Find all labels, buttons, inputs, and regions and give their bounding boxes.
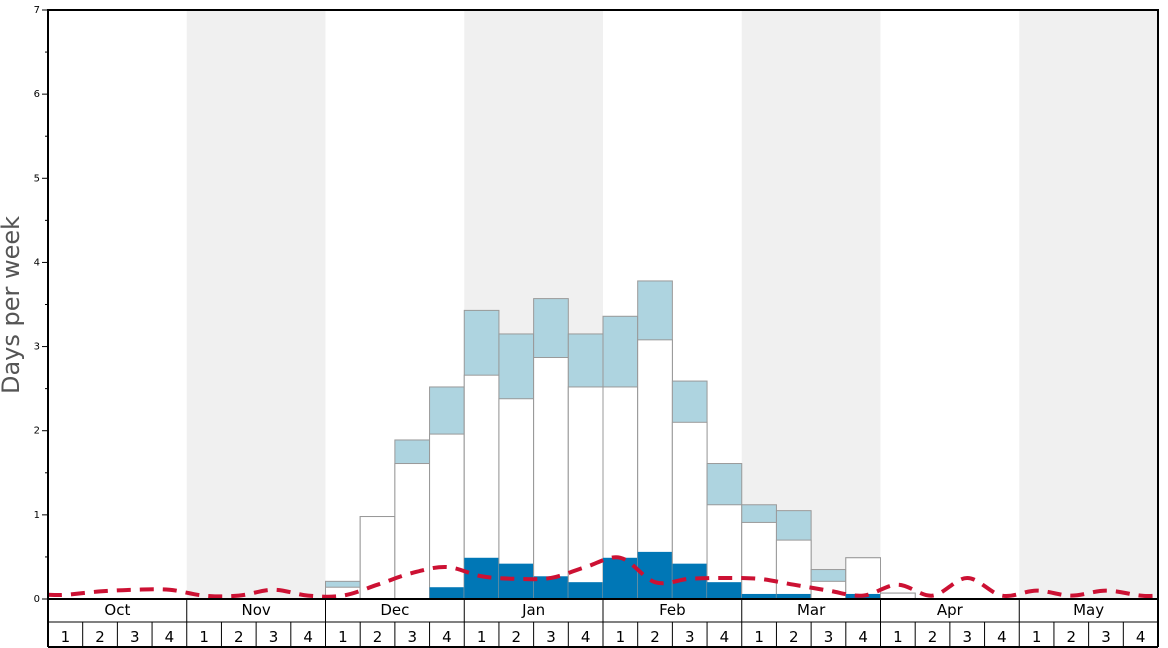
week-label: 4	[1136, 628, 1146, 646]
week-label: 4	[442, 628, 452, 646]
week-label: 4	[858, 628, 868, 646]
bar-lower	[464, 557, 499, 599]
week-label: 2	[928, 628, 938, 646]
week-label: 3	[546, 628, 556, 646]
week-label: 4	[165, 628, 175, 646]
week-label: 2	[789, 628, 799, 646]
bar-middle	[845, 557, 881, 600]
average-line	[47, 555, 1159, 599]
month-label: Nov	[241, 601, 270, 619]
week-label: 3	[130, 628, 140, 646]
week-label: 2	[512, 628, 522, 646]
week-label: 2	[1067, 628, 1077, 646]
y-tick-label: 3	[34, 342, 40, 353]
y-tick-label: 6	[34, 89, 40, 100]
average-dashed-line	[47, 555, 1159, 599]
week-label: 2	[373, 628, 383, 646]
week-label: 3	[962, 628, 972, 646]
week-label: 3	[685, 628, 695, 646]
week-label: 1	[61, 628, 71, 646]
bar-lower	[568, 582, 603, 599]
week-label: 1	[754, 628, 764, 646]
bar-middle	[775, 539, 812, 600]
week-label: 1	[338, 628, 348, 646]
week-label: 1	[199, 628, 209, 646]
week-label: 2	[234, 628, 244, 646]
y-tick-label: 4	[34, 257, 40, 268]
week-label: 4	[581, 628, 591, 646]
week-label: 2	[650, 628, 660, 646]
month-label: Jan	[521, 601, 545, 619]
week-label: 4	[997, 628, 1007, 646]
week-label: 1	[893, 628, 903, 646]
bar-lower	[429, 587, 465, 599]
y-tick-label: 0	[34, 594, 40, 605]
bar-lower	[776, 593, 812, 599]
week-label: 3	[269, 628, 279, 646]
y-tick-label: 7	[34, 5, 40, 16]
week-label: 3	[824, 628, 834, 646]
week-label: 3	[1101, 628, 1111, 646]
month-label: Dec	[380, 601, 409, 619]
week-label: 3	[407, 628, 417, 646]
month-label: Feb	[659, 601, 686, 619]
month-shade-band	[1019, 10, 1158, 599]
month-shade-band	[741, 10, 881, 599]
week-label: 2	[95, 628, 105, 646]
x-axis: Oct Nov Dec Jan Feb Mar Apr May 1 2 3 4 1 2 3 4 1 2 3 4 1 2 3 4…	[47, 599, 1159, 648]
bar-middle	[429, 433, 465, 600]
month-label: May	[1073, 601, 1104, 619]
bar-middle	[741, 521, 777, 600]
bar-middle	[567, 386, 604, 600]
month-label: Oct	[104, 601, 130, 619]
week-label: 1	[1032, 628, 1042, 646]
y-axis-label: Days per week	[0, 216, 25, 394]
y-tick-label: 5	[34, 173, 40, 184]
bar-lower	[603, 557, 638, 599]
month-label: Mar	[797, 601, 826, 619]
week-label: 4	[303, 628, 313, 646]
y-tick-label: 2	[34, 426, 40, 437]
y-tick-label: 1	[34, 510, 40, 521]
month-label: Apr	[937, 601, 964, 619]
bar-lower	[498, 563, 534, 599]
bar-lower	[533, 576, 569, 599]
bar-lower	[741, 593, 777, 599]
week-label: 1	[616, 628, 626, 646]
week-label: 4	[720, 628, 730, 646]
bar-middle	[533, 357, 569, 600]
week-label: 1	[477, 628, 487, 646]
bar-lower	[637, 551, 673, 599]
month-shade-band	[186, 10, 326, 599]
bar-lower	[707, 582, 742, 599]
